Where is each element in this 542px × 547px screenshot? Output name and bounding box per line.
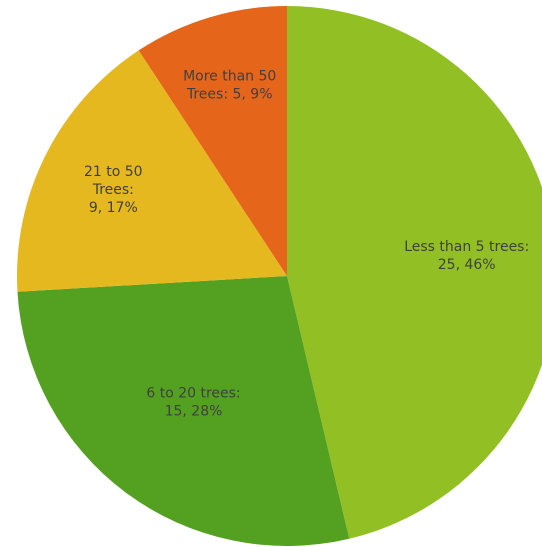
pie-slice-6-to-20-trees — [17, 276, 350, 546]
slice-label-line: Less than 5 trees: — [404, 239, 529, 255]
pie-slice-less-than-5-trees — [287, 6, 542, 539]
slice-label: Less than 5 trees: 25, 46% — [404, 239, 529, 273]
slice-label-line: 9, 17% — [89, 200, 138, 216]
slice-labels: Less than 5 trees: 25, 46% 6 to 20 trees: 1… — [84, 69, 529, 420]
pie-slice-more-than-50-trees — [138, 6, 287, 276]
slice-label-line: 15, 28% — [165, 404, 223, 420]
slice-label-line: Trees: — [92, 182, 134, 198]
slice-label-line: 21 to 50 — [84, 164, 143, 180]
slice-label-line: Trees: 5, 9% — [186, 87, 273, 103]
slice-label: 21 to 50 Trees: 9, 17% — [84, 164, 143, 216]
pie-slice-21-to-50-trees — [17, 50, 288, 292]
slice-label-line: More than 50 — [183, 69, 276, 85]
slice-label-line: 25, 46% — [438, 257, 496, 273]
slice-label-line: 6 to 20 trees: — [146, 386, 240, 402]
slice-label: 6 to 20 trees: 15, 28% — [146, 386, 240, 420]
pie-slices — [17, 6, 542, 546]
slice-label: More than 50 Trees: 5, 9% — [183, 69, 276, 103]
